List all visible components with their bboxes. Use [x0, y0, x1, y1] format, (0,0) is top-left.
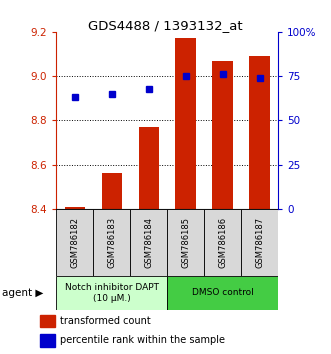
Text: DMSO control: DMSO control: [192, 289, 254, 297]
Bar: [213, 61, 233, 209]
Bar: [65, 207, 85, 209]
Text: agent ▶: agent ▶: [2, 288, 43, 298]
FancyBboxPatch shape: [204, 209, 241, 276]
Text: percentile rank within the sample: percentile rank within the sample: [60, 335, 224, 346]
Text: GSM786182: GSM786182: [70, 217, 79, 268]
Text: GSM786183: GSM786183: [107, 217, 116, 268]
Text: GSM786187: GSM786187: [255, 217, 264, 268]
Text: GSM786186: GSM786186: [218, 217, 227, 268]
FancyBboxPatch shape: [167, 209, 204, 276]
FancyBboxPatch shape: [56, 209, 93, 276]
Text: transformed count: transformed count: [60, 316, 150, 326]
FancyBboxPatch shape: [167, 276, 278, 310]
Text: GSM786184: GSM786184: [144, 217, 153, 268]
Text: GDS4488 / 1393132_at: GDS4488 / 1393132_at: [88, 19, 243, 33]
Bar: [102, 173, 122, 209]
FancyBboxPatch shape: [130, 209, 167, 276]
Bar: [249, 56, 270, 209]
FancyBboxPatch shape: [241, 209, 278, 276]
Bar: [138, 127, 159, 209]
FancyBboxPatch shape: [93, 209, 130, 276]
FancyBboxPatch shape: [56, 276, 167, 310]
Bar: [175, 39, 196, 209]
Text: Notch inhibitor DAPT
(10 μM.): Notch inhibitor DAPT (10 μM.): [65, 283, 159, 303]
Text: GSM786185: GSM786185: [181, 217, 190, 268]
